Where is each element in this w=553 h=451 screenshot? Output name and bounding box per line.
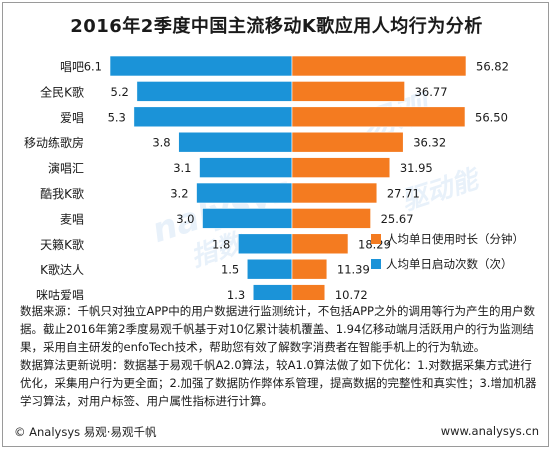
bar-launch-count: [178, 131, 293, 153]
legend-label: 人均单日启动次数（次）: [386, 257, 513, 271]
category-label: 麦唱: [60, 212, 84, 226]
legend-label: 人均单日使用时长（分钟）: [386, 232, 524, 246]
bar-usage-duration: [291, 258, 328, 280]
value-label-launch: 3.0: [176, 212, 194, 226]
value-label-duration: 36.77: [415, 85, 448, 99]
bar-launch-count: [136, 81, 293, 102]
value-label-duration: 31.95: [400, 161, 433, 175]
value-label-duration: 10.72: [335, 288, 368, 300]
bar-usage-duration: [291, 55, 467, 77]
category-label: 移动练歌房: [24, 135, 84, 150]
bar-usage-duration: [291, 106, 466, 128]
bar-launch-count: [246, 258, 293, 280]
bar-usage-duration: [291, 208, 371, 229]
value-label-launch: 1.5: [221, 263, 239, 277]
bar-launch-count: [199, 157, 293, 178]
bar-launch-count: [237, 233, 293, 255]
value-label-launch: 3.2: [170, 187, 188, 201]
value-label-launch: 5.2: [111, 85, 129, 99]
footer-copyright: © Analysys 易观·易观千帆: [14, 425, 157, 439]
footer-website: www.analysys.cn: [440, 424, 539, 438]
value-label-launch: 5.3: [108, 110, 126, 124]
category-label: 唱吧: [60, 60, 84, 74]
value-label-duration: 27.71: [387, 187, 420, 201]
value-label-duration: 11.39: [337, 263, 370, 277]
bar-usage-duration: [291, 81, 405, 102]
value-label-duration: 36.32: [413, 136, 446, 150]
value-label-launch: 1.8: [212, 237, 230, 251]
value-label-duration: 56.50: [475, 110, 508, 124]
bar-usage-duration: [291, 284, 326, 300]
bar-usage-duration: [291, 131, 404, 153]
data-notes: 数据来源：千帆只对独立APP中的用户数据进行监测统计，不包括APP之外的调用等行…: [20, 302, 540, 410]
notes-algorithm: 数据算法更新说明：数据基于易观千帆A2.0算法，较A1.0算法做了如下优化：1.…: [20, 358, 537, 408]
bar-launch-count: [252, 284, 293, 300]
category-label: 咪咕爱唱: [36, 288, 84, 300]
value-label-duration: 18.29: [358, 237, 391, 251]
bar-launch-count: [202, 208, 293, 229]
bar-launch-count: [196, 182, 293, 204]
category-label: 演唱汇: [48, 161, 84, 176]
value-label-duration: 25.67: [381, 212, 414, 226]
bar-launch-count: [133, 106, 293, 128]
value-label-launch: 3.8: [152, 136, 170, 150]
category-label: 酷我K歌: [40, 186, 84, 201]
category-label: 全民K歌: [40, 84, 84, 99]
category-label: 爱唱: [60, 111, 84, 125]
category-label: K歌达人: [40, 262, 84, 277]
value-label-launch: 6.1: [84, 60, 102, 74]
bar-usage-duration: [291, 233, 349, 255]
bar-launch-count: [109, 55, 293, 77]
bar-usage-duration: [291, 182, 378, 204]
value-label-launch: 1.3: [227, 288, 245, 300]
legend-swatch: [371, 234, 381, 244]
category-label: 天籁K歌: [40, 237, 84, 252]
butterfly-bar-chart: 唱吧 6.1 56.82 全民K歌 5.2 36.77 爱唱 5.3 56.50 移动练歌房 3.8…: [24, 55, 524, 300]
notes-source: 数据来源：千帆只对独立APP中的用户数据进行监测统计，不包括APP之外的调用等行…: [20, 304, 535, 354]
value-label-launch: 3.1: [173, 161, 191, 175]
value-label-duration: 56.82: [476, 60, 509, 74]
bar-usage-duration: [291, 157, 391, 178]
chart-title: 2016年2季度中国主流移动K歌应用人均行为分析: [70, 16, 483, 37]
legend-swatch: [371, 259, 381, 269]
